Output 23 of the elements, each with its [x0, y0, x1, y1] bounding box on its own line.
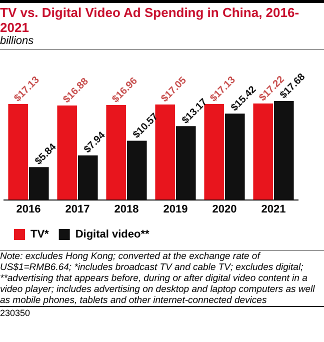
text: Note: excludes Hong Kong; converted at the exchange rate of US$1=RMB6.64; *includes broadcast TV and cable TV; excludes digital; **advertising that appears before, during or after digital video content in a video player; includes advertising on desktop and laptop computers as well as mobile phones, tablets and other internet-connected devices	[0, 251, 324, 306]
chart-subtitle: billions	[0, 35, 324, 50]
x-tick-label: 2016	[16, 203, 41, 216]
bar	[106, 104, 126, 200]
x-tick-label: 2017	[65, 203, 90, 216]
bar	[225, 114, 245, 200]
bar	[274, 100, 294, 200]
legend-label: TV*	[30, 228, 50, 241]
text: 230350	[0, 308, 32, 318]
x-tick-label: 2020	[212, 203, 237, 216]
bar	[8, 104, 28, 200]
bar	[176, 126, 196, 200]
bar	[127, 140, 147, 200]
bar	[29, 167, 49, 200]
x-tick-label: 2021	[261, 203, 286, 216]
bar	[57, 105, 77, 200]
legend-label: Digital video**	[75, 228, 150, 241]
bar	[204, 104, 224, 200]
bar	[78, 155, 98, 200]
chart-title: TV vs. Digital Video Ad Spending in China, 2016-2021	[0, 5, 300, 35]
x-tick-label: 2019	[163, 203, 188, 216]
bar	[155, 104, 175, 200]
x-tick-label: 2018	[114, 203, 139, 216]
